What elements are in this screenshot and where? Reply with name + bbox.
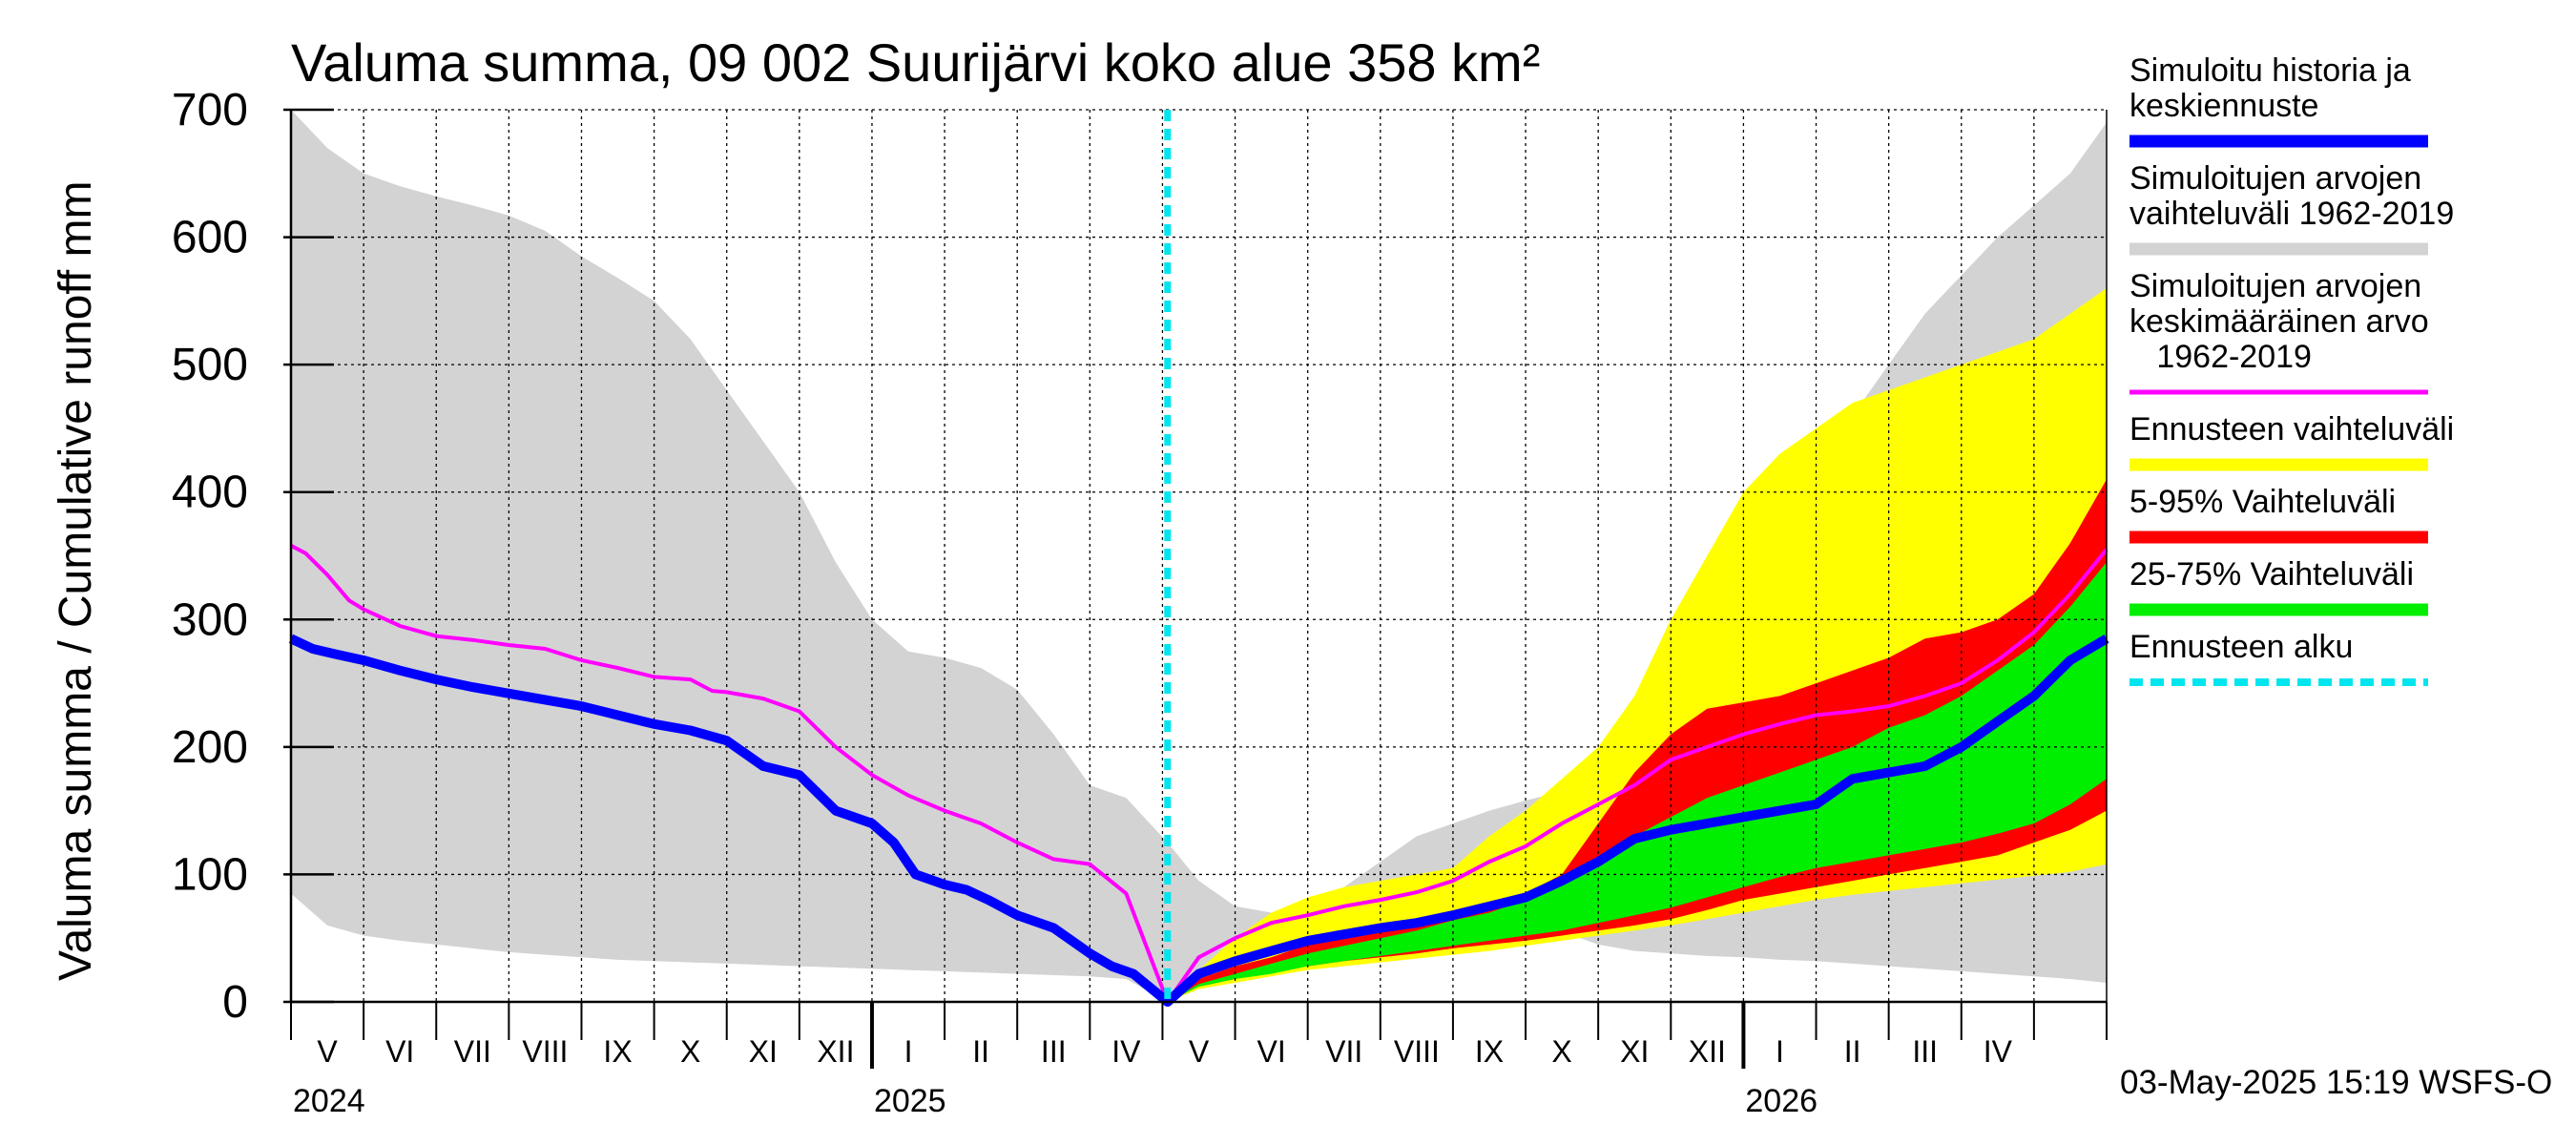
legend-label: 5-95% Vaihteluväli (2129, 484, 2396, 520)
legend-label: 1962-2019 (2129, 339, 2312, 375)
month-label: III (1912, 1034, 1938, 1069)
legend-label: Simuloitu historia ja (2129, 52, 2411, 89)
simulated-median-line (288, 634, 2109, 1007)
y-tick-label: 400 (172, 468, 248, 518)
month-label: VIII (522, 1034, 568, 1069)
month-label: X (680, 1034, 700, 1069)
legend-label: Simuloitujen arvojen (2129, 160, 2421, 197)
month-label: XI (749, 1034, 778, 1069)
y-tick-label: 300 (172, 594, 248, 645)
legend-label: vaihteluväli 1962-2019 (2129, 196, 2454, 232)
chart-bands (291, 110, 2107, 1002)
year-label: 2024 (293, 1083, 365, 1119)
legend-label: Ennusteen alku (2129, 629, 2353, 665)
month-label: II (1844, 1034, 1861, 1069)
month-label: XII (1689, 1034, 1726, 1069)
month-label: IV (1984, 1034, 2013, 1069)
month-label: VIII (1394, 1034, 1440, 1069)
legend-label: Simuloitujen arvojen (2129, 268, 2421, 304)
month-label: VII (1325, 1034, 1362, 1069)
legend-label: keskimääräinen arvo (2129, 303, 2429, 340)
month-label: II (972, 1034, 989, 1069)
chart-lines (288, 110, 2109, 1007)
mean-line (290, 544, 2109, 1007)
timestamp-label: 03-May-2025 15:19 WSFS-O (2120, 1064, 2552, 1101)
month-label: XI (1620, 1034, 1649, 1069)
y-tick-label: 0 (222, 977, 248, 1028)
legend-label: 25-75% Vaihteluväli (2129, 556, 2414, 593)
month-label: VI (1257, 1034, 1286, 1069)
month-label: V (317, 1034, 338, 1069)
month-label: X (1551, 1034, 1571, 1069)
month-label: I (904, 1034, 913, 1069)
y-tick-label: 700 (172, 85, 248, 135)
legend-label: keskiennuste (2129, 88, 2318, 124)
month-label: IV (1111, 1034, 1141, 1069)
y-tick-label: 500 (172, 340, 248, 390)
year-label: 2026 (1745, 1083, 1818, 1119)
chart-title: Valuma summa, 09 002 Suurijärvi koko alu… (291, 32, 1540, 93)
month-label: I (1776, 1034, 1784, 1069)
y-tick-label: 200 (172, 722, 248, 773)
chart-grid (291, 109, 2107, 1002)
percentile-5-95-band (1167, 479, 2107, 1002)
year-label: 2025 (874, 1083, 946, 1119)
month-label: V (1189, 1034, 1210, 1069)
month-label: XII (817, 1034, 854, 1069)
percentile-25-75-band (1167, 562, 2107, 1002)
month-label: III (1041, 1034, 1067, 1069)
y-tick-label: 100 (172, 849, 248, 900)
month-label: VII (454, 1034, 491, 1069)
y-axis-label: Valuma summa / Cumulative runoff mm (51, 181, 101, 982)
y-tick-label: 600 (172, 213, 248, 263)
month-label: IX (603, 1034, 632, 1069)
legend-label: Ennusteen vaihteluväli (2129, 411, 2454, 448)
month-label: IX (1475, 1034, 1504, 1069)
month-label: VI (385, 1034, 414, 1069)
